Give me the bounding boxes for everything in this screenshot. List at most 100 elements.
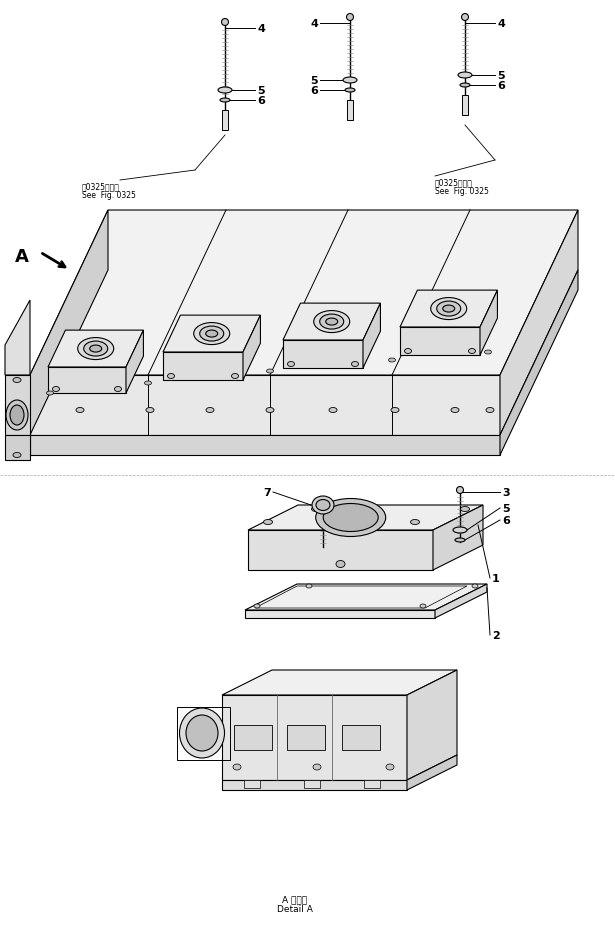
- Ellipse shape: [443, 305, 454, 312]
- Text: See  Fig. 0325: See Fig. 0325: [435, 187, 489, 196]
- Bar: [462, 95, 468, 115]
- Polygon shape: [222, 695, 407, 780]
- Text: 1: 1: [492, 574, 500, 584]
- Polygon shape: [248, 530, 433, 570]
- Ellipse shape: [389, 358, 395, 362]
- Polygon shape: [245, 610, 435, 618]
- Ellipse shape: [77, 338, 114, 359]
- Ellipse shape: [145, 381, 151, 385]
- Text: 5: 5: [311, 76, 318, 86]
- Text: A 詳細図: A 詳細図: [282, 895, 308, 904]
- Ellipse shape: [10, 405, 24, 425]
- Polygon shape: [283, 304, 381, 340]
- Polygon shape: [5, 375, 30, 435]
- Polygon shape: [407, 755, 457, 790]
- Text: 6: 6: [310, 86, 318, 96]
- Ellipse shape: [343, 77, 357, 83]
- Polygon shape: [400, 290, 498, 327]
- Ellipse shape: [233, 764, 241, 770]
- Ellipse shape: [391, 408, 399, 412]
- Ellipse shape: [485, 350, 491, 354]
- Ellipse shape: [461, 14, 469, 20]
- Ellipse shape: [306, 584, 312, 588]
- Ellipse shape: [323, 504, 378, 532]
- Ellipse shape: [186, 715, 218, 751]
- Ellipse shape: [231, 373, 239, 379]
- Bar: [234, 725, 272, 750]
- Bar: [342, 725, 380, 750]
- Polygon shape: [435, 584, 487, 618]
- Bar: [347, 100, 353, 120]
- Polygon shape: [407, 670, 457, 780]
- Polygon shape: [363, 304, 381, 368]
- Ellipse shape: [254, 604, 260, 608]
- Polygon shape: [248, 505, 483, 530]
- Ellipse shape: [218, 87, 232, 93]
- Ellipse shape: [180, 708, 224, 758]
- Ellipse shape: [329, 408, 337, 412]
- Polygon shape: [433, 505, 483, 570]
- Ellipse shape: [315, 498, 386, 536]
- Ellipse shape: [437, 301, 461, 316]
- Ellipse shape: [13, 377, 21, 383]
- Ellipse shape: [453, 527, 467, 533]
- Polygon shape: [480, 290, 498, 355]
- Ellipse shape: [451, 408, 459, 412]
- Ellipse shape: [167, 373, 175, 379]
- Text: 6: 6: [257, 96, 265, 106]
- Ellipse shape: [312, 496, 334, 514]
- Ellipse shape: [6, 400, 28, 430]
- Ellipse shape: [266, 408, 274, 412]
- Polygon shape: [283, 340, 363, 368]
- Polygon shape: [245, 584, 487, 610]
- Ellipse shape: [221, 19, 229, 25]
- Ellipse shape: [346, 14, 354, 20]
- Polygon shape: [48, 367, 126, 393]
- Polygon shape: [244, 780, 260, 788]
- Ellipse shape: [220, 98, 230, 102]
- Polygon shape: [30, 375, 500, 435]
- Polygon shape: [400, 327, 480, 355]
- Ellipse shape: [345, 88, 355, 92]
- Ellipse shape: [206, 331, 218, 337]
- Bar: [222, 110, 228, 130]
- Ellipse shape: [314, 311, 350, 332]
- Ellipse shape: [420, 604, 426, 608]
- Ellipse shape: [316, 500, 330, 510]
- Ellipse shape: [206, 408, 214, 412]
- Polygon shape: [5, 435, 30, 460]
- Ellipse shape: [76, 408, 84, 412]
- Text: A: A: [15, 248, 29, 266]
- Text: 6: 6: [502, 516, 510, 526]
- Text: 6: 6: [497, 81, 505, 91]
- Ellipse shape: [386, 764, 394, 770]
- Ellipse shape: [430, 298, 467, 319]
- Text: Detail A: Detail A: [277, 905, 313, 914]
- Text: 4: 4: [497, 19, 505, 29]
- Text: 5: 5: [497, 71, 505, 81]
- Polygon shape: [222, 670, 457, 695]
- Text: 4: 4: [257, 24, 265, 34]
- Ellipse shape: [336, 560, 345, 568]
- Ellipse shape: [405, 348, 411, 354]
- Ellipse shape: [146, 408, 154, 412]
- Ellipse shape: [458, 72, 472, 78]
- Polygon shape: [304, 780, 320, 788]
- Text: 第0325図参照: 第0325図参照: [435, 178, 473, 187]
- Polygon shape: [126, 331, 143, 393]
- Polygon shape: [500, 270, 578, 455]
- Ellipse shape: [461, 506, 469, 511]
- Ellipse shape: [410, 519, 419, 524]
- Polygon shape: [30, 210, 108, 435]
- Ellipse shape: [326, 318, 338, 325]
- Polygon shape: [500, 210, 578, 435]
- Ellipse shape: [312, 506, 320, 511]
- Text: 3: 3: [502, 488, 510, 498]
- Ellipse shape: [84, 341, 108, 356]
- Polygon shape: [48, 331, 143, 367]
- Ellipse shape: [486, 408, 494, 412]
- Polygon shape: [163, 315, 260, 352]
- Ellipse shape: [313, 764, 321, 770]
- Text: 第0325図参照: 第0325図参照: [82, 182, 120, 191]
- Ellipse shape: [13, 452, 21, 457]
